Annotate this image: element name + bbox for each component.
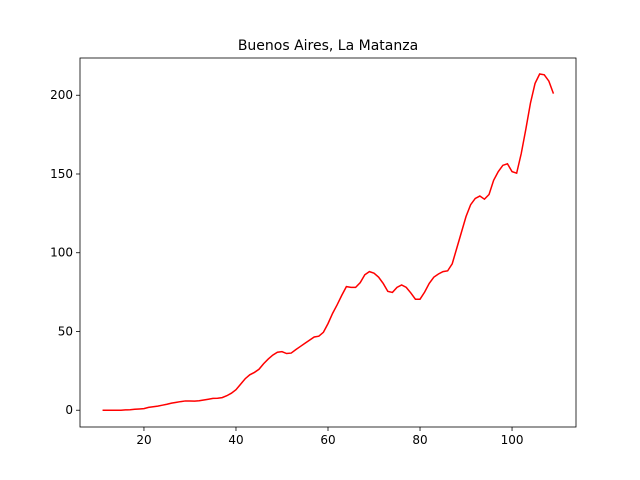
x-tick-label: 20 bbox=[136, 433, 151, 447]
y-tick-label: 0 bbox=[65, 403, 73, 417]
x-tick-label: 80 bbox=[412, 433, 427, 447]
x-tick-label: 100 bbox=[501, 433, 524, 447]
chart-title: Buenos Aires, La Matanza bbox=[238, 38, 418, 54]
y-tick-label: 50 bbox=[58, 324, 73, 338]
plot-frame bbox=[79, 57, 577, 428]
x-tick-label: 60 bbox=[320, 433, 335, 447]
y-tick-label: 150 bbox=[50, 167, 73, 181]
data-line bbox=[102, 73, 555, 411]
y-tick-label: 200 bbox=[50, 88, 73, 102]
y-tick-label: 100 bbox=[50, 246, 73, 260]
x-tick-label: 40 bbox=[228, 433, 243, 447]
